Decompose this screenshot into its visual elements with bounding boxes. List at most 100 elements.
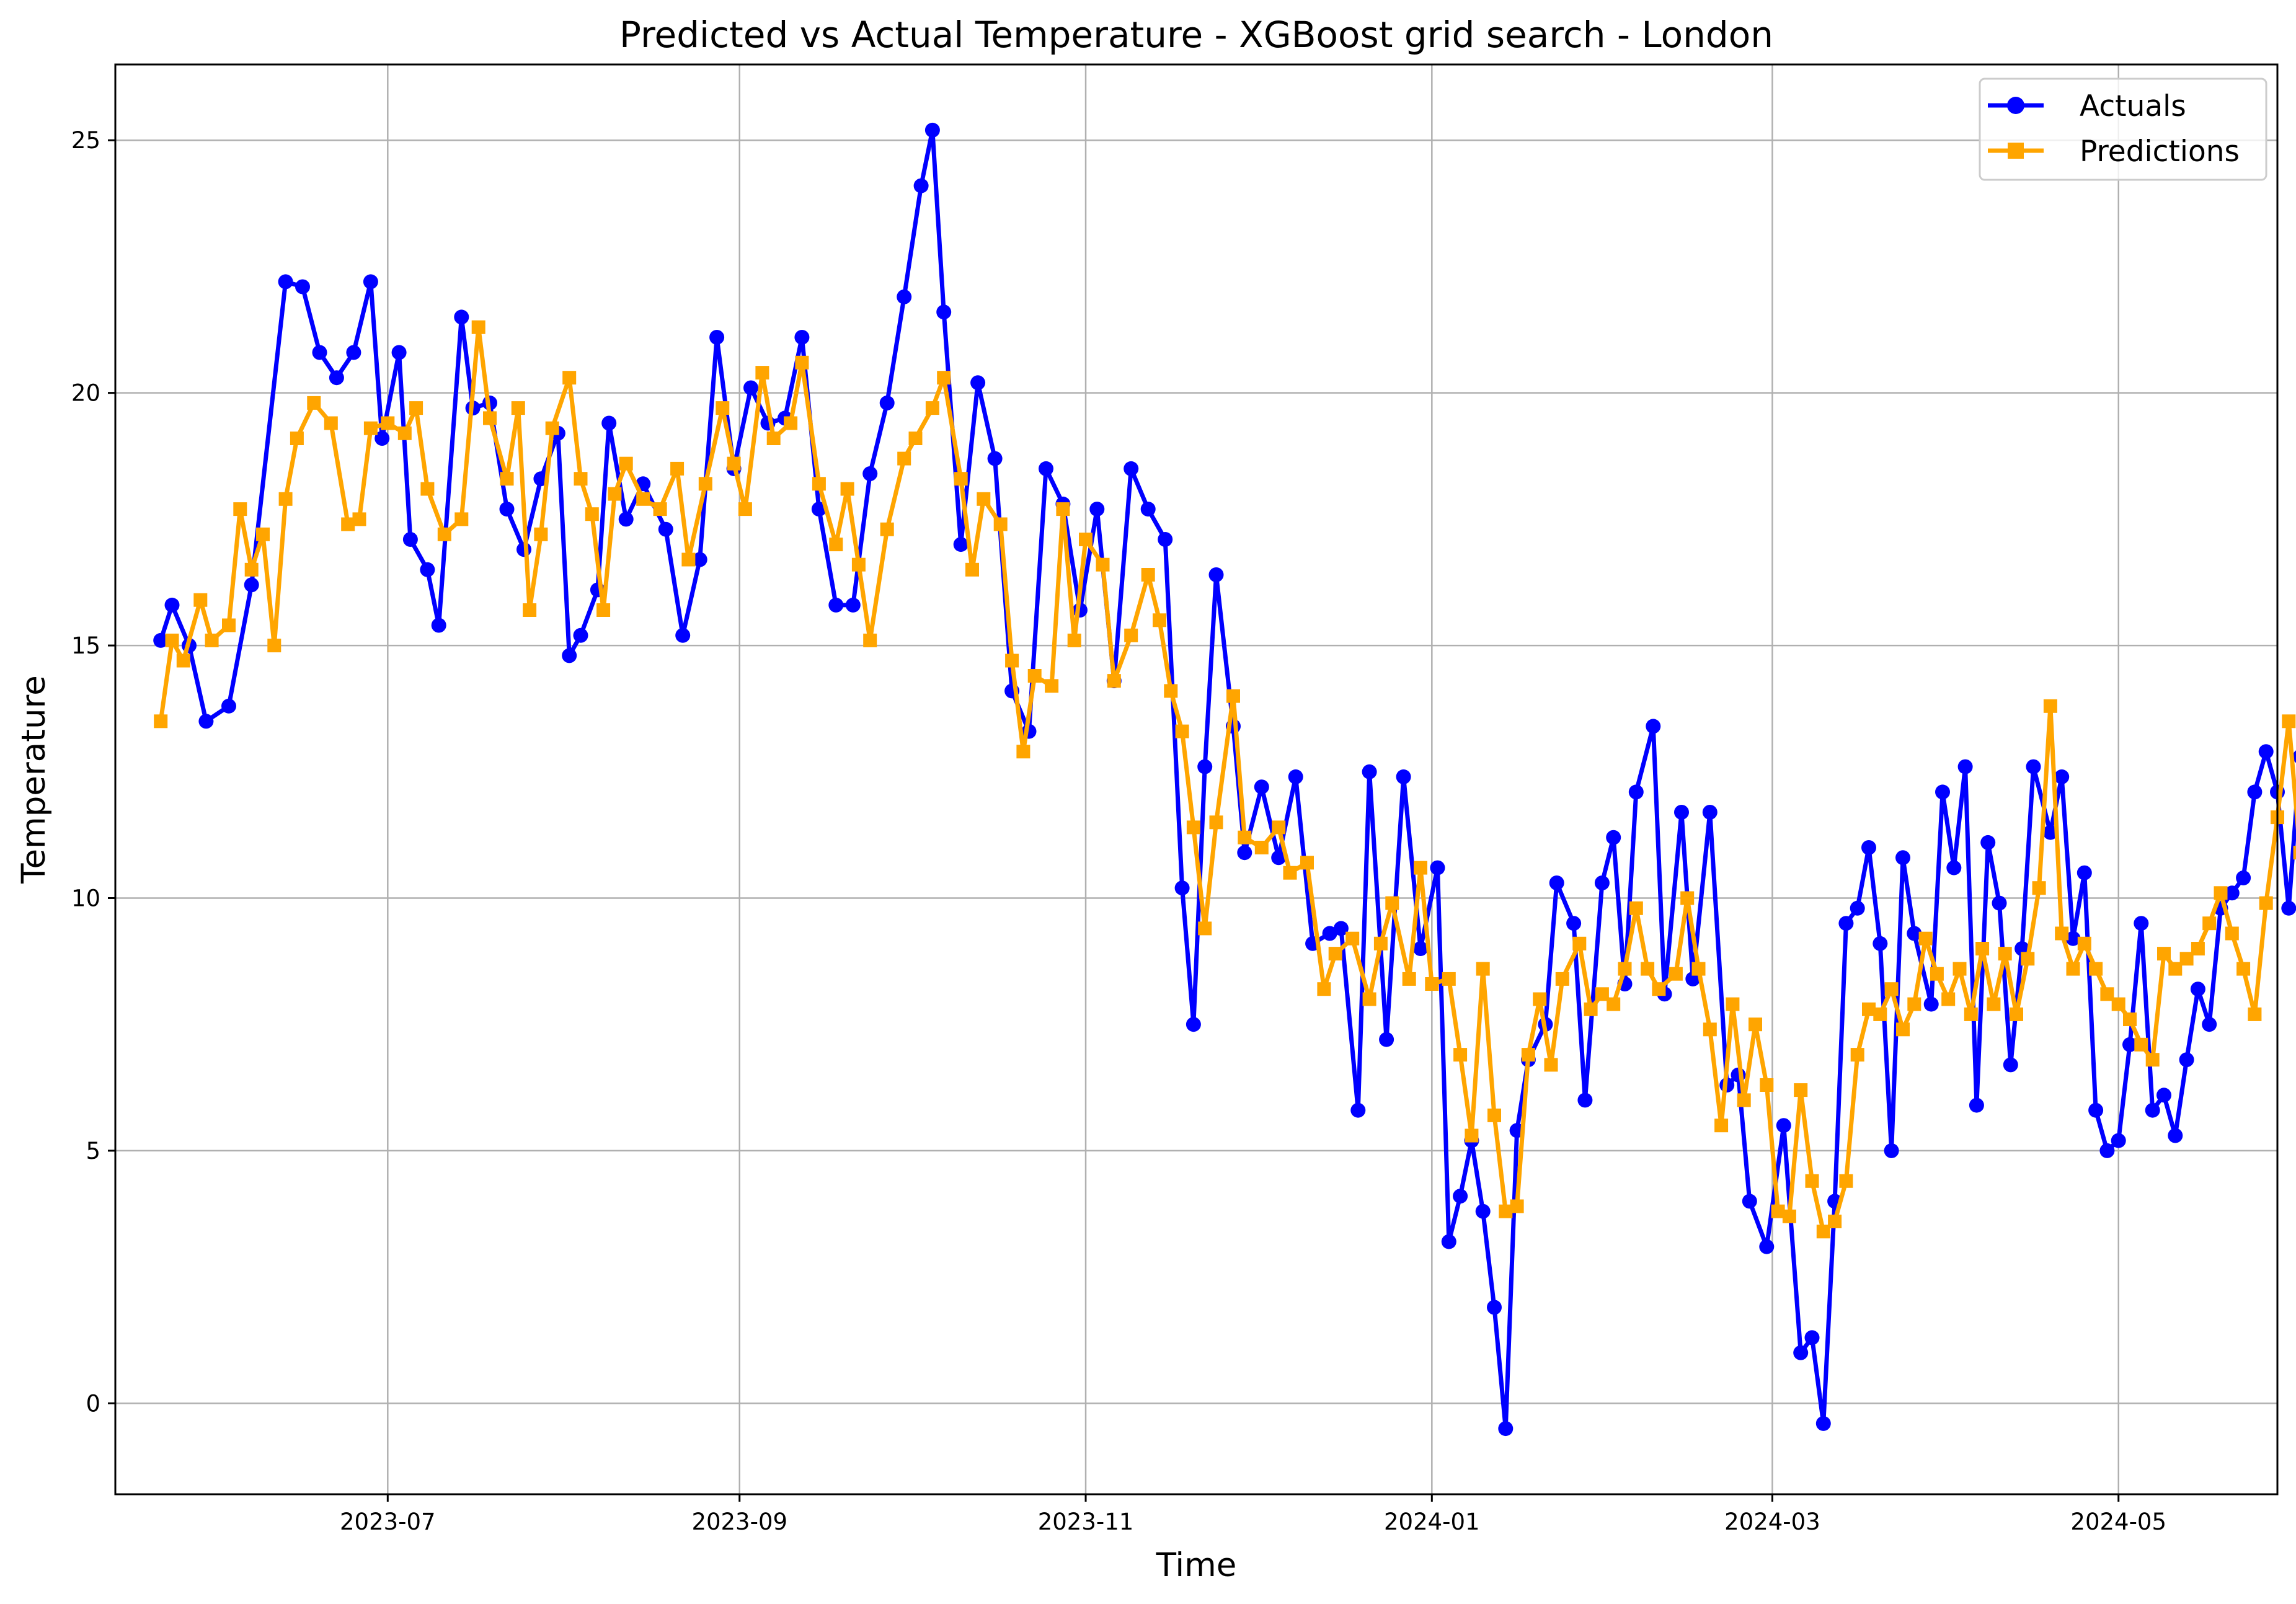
data-point-predictions [2077,936,2091,950]
data-point-predictions [2248,1007,2262,1021]
data-point-actuals [1895,850,1910,866]
data-point-predictions [2236,962,2251,976]
data-point-actuals [1935,784,1950,800]
data-point-actuals [953,537,968,552]
legend-marker-actuals [2007,97,2024,114]
data-point-actuals [1158,532,1173,547]
data-point-actuals [1815,1416,1831,1431]
data-point-actuals [675,627,691,643]
data-point-predictions [829,538,843,552]
data-point-predictions [1862,1002,1876,1016]
data-point-predictions [727,456,741,471]
data-point-predictions [420,482,435,496]
data-point-predictions [1595,987,1609,1001]
data-point-predictions [1175,724,1189,738]
data-point-predictions [1465,1128,1479,1143]
data-point-predictions [1749,1017,1762,1032]
data-point-predictions [925,401,939,415]
data-point-actuals [1838,916,1854,931]
data-point-predictions [1328,947,1342,961]
data-point-actuals [1254,779,1269,795]
data-point-predictions [1402,972,1416,986]
data-point-actuals [2042,825,2058,840]
data-point-predictions [1680,891,1695,905]
data-point-predictions [1873,1007,1887,1021]
data-point-predictions [619,456,633,471]
data-point-predictions [256,527,270,541]
data-point-actuals [1628,784,1644,800]
data-point-actuals [1957,759,1973,774]
data-point-actuals [2258,744,2274,760]
data-point-actuals [198,714,214,729]
data-point-predictions [363,421,378,435]
data-point-predictions [2066,962,2080,976]
data-point-predictions [2089,962,2103,976]
data-point-predictions [2111,997,2125,1011]
data-point-predictions [698,477,712,491]
data-point-actuals [244,577,259,593]
data-point-predictions [681,552,696,567]
data-point-actuals [1288,769,1303,784]
data-point-actuals [1453,1189,1468,1204]
data-point-predictions [2100,987,2114,1001]
data-point-actuals [936,304,952,320]
data-point-actuals [2224,885,2240,901]
data-point-predictions [381,416,395,430]
data-point-predictions [574,472,588,486]
data-point-predictions [193,593,208,607]
data-point-actuals [794,330,810,345]
data-point-predictions [954,472,968,486]
data-point-actuals [295,279,310,295]
data-point-predictions [341,517,355,531]
data-point-actuals [329,370,344,386]
data-point-predictions [397,426,412,440]
data-point-predictions [937,371,951,385]
data-point-actuals [1140,502,1156,517]
data-point-predictions [352,512,366,526]
data-point-actuals [573,627,588,643]
y-axis: 0 5 10 15 20 25 [71,127,115,1417]
data-point-actuals [1186,1017,1201,1032]
data-point-actuals [2145,1102,2160,1118]
data-point-actuals [1969,1097,1984,1113]
data-point-actuals [1441,1234,1456,1249]
data-point-predictions [1691,962,1706,976]
data-point-actuals [879,395,895,410]
data-point-actuals [2111,1133,2126,1148]
data-point-predictions [1153,613,1166,627]
data-point-predictions [716,401,730,415]
data-point-actuals [1861,840,1876,855]
data-point-actuals [562,648,577,663]
data-point-predictions [636,492,650,506]
data-point-predictions [1300,856,1314,870]
data-point-predictions [2021,952,2035,966]
x-axis: 2023-07 2023-09 2023-11 2024-01 2024-03 2024-… [340,1494,2166,1535]
data-point-predictions [471,320,485,334]
data-point-predictions [2145,1053,2160,1067]
data-point-actuals [346,345,361,360]
data-point-predictions [2043,699,2057,713]
x-tick-label: 2024-01 [1384,1509,1480,1535]
data-point-predictions [1056,502,1070,516]
data-point-predictions [2282,714,2296,729]
data-point-predictions [2293,846,2296,860]
data-point-actuals [811,502,827,517]
data-point-predictions [1124,628,1138,642]
data-point-actuals [278,274,293,290]
data-point-predictions [608,487,622,501]
data-point-predictions [1317,982,1331,996]
data-point-actuals [1124,461,1139,476]
data-point-predictions [324,416,338,430]
data-point-predictions [840,482,854,496]
data-point-actuals [1674,805,1689,820]
data-point-actuals [1742,1194,1757,1209]
data-point-actuals [2077,865,2092,880]
data-point-actuals [2088,1102,2104,1118]
data-point-actuals [2065,931,2081,946]
data-point-actuals [970,375,986,391]
series-predictions [154,320,2296,1239]
data-point-actuals [2281,900,2296,916]
data-point-predictions [880,522,894,536]
data-point-predictions [2168,962,2183,976]
y-tick-label: 10 [71,885,100,911]
